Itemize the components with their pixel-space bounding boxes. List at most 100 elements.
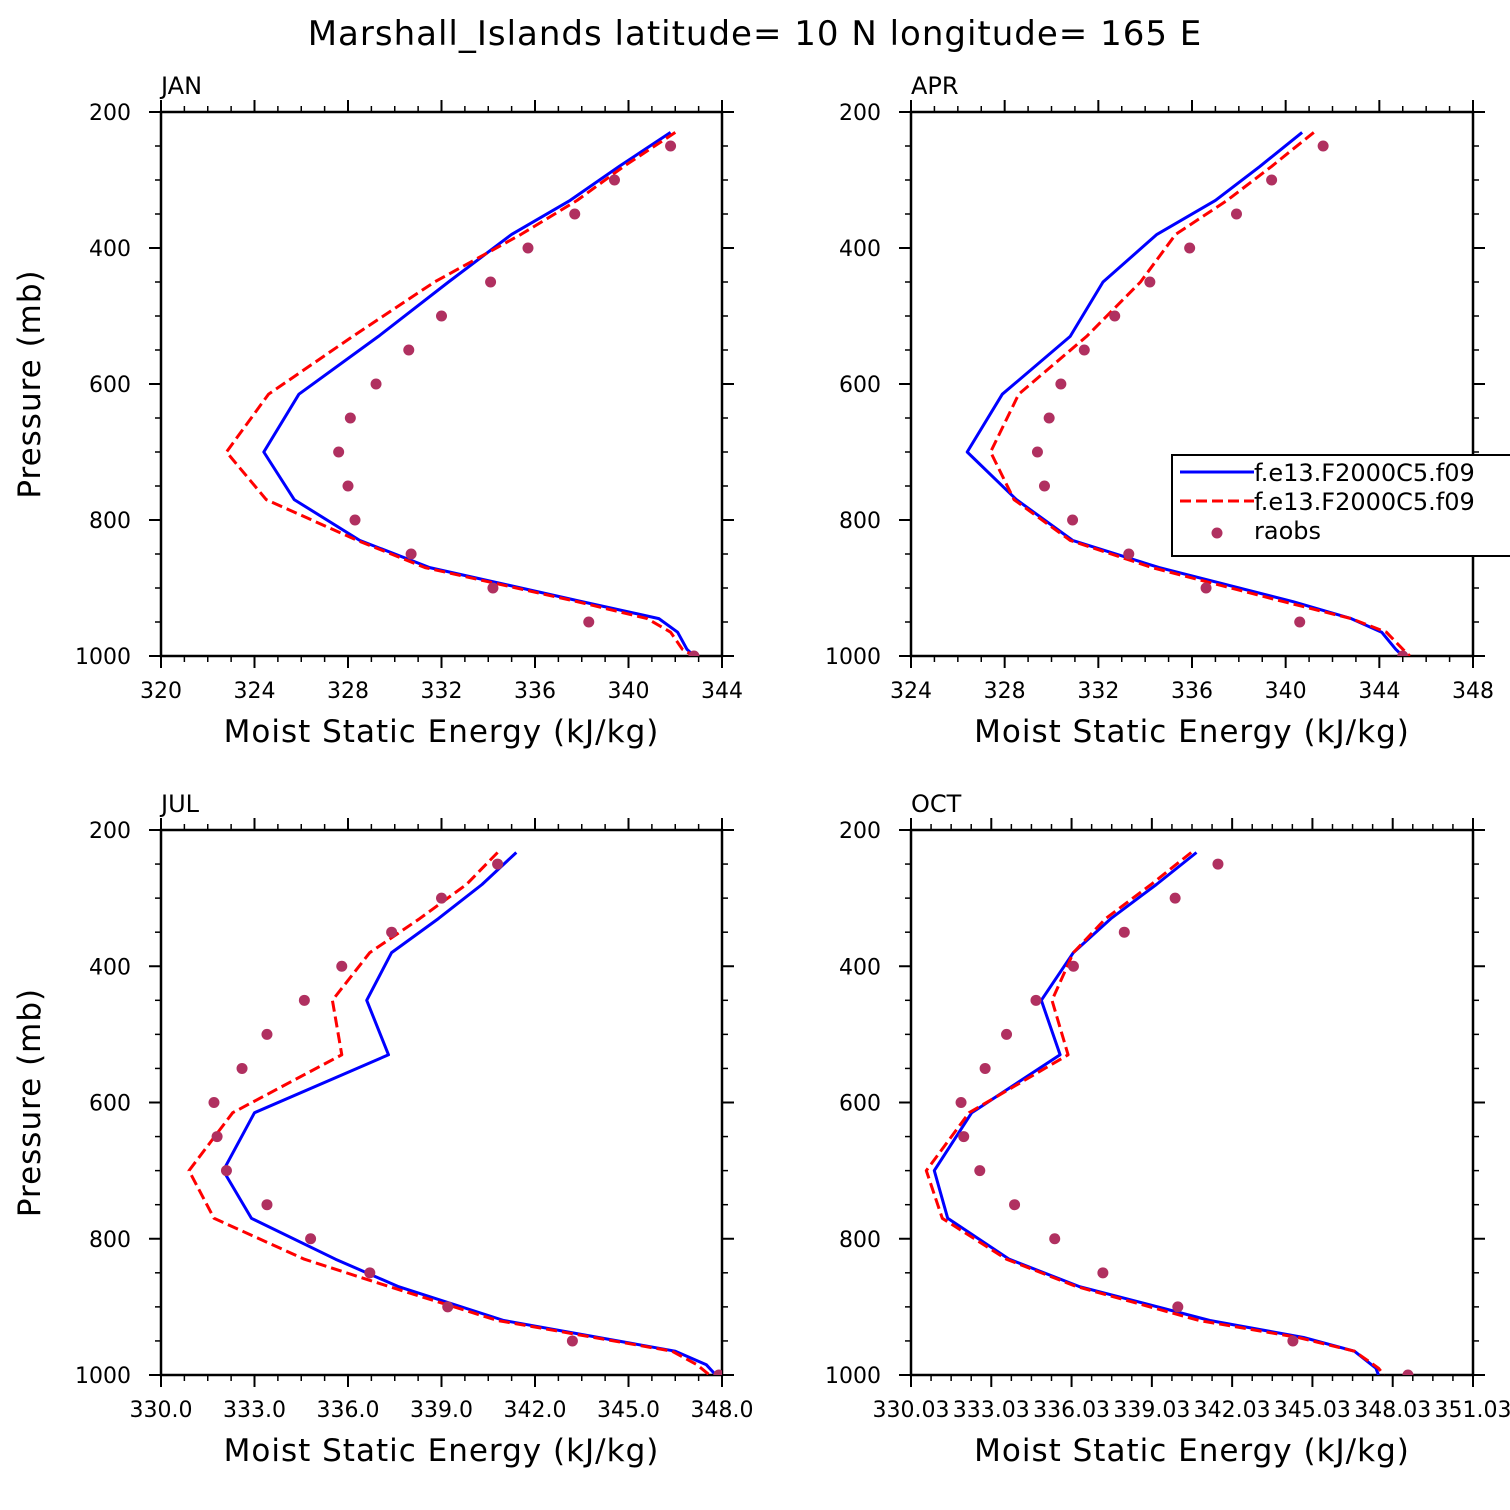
x-tick-label: 340: [1265, 679, 1307, 704]
raobs-point: [1184, 242, 1196, 254]
raobs-point: [955, 1097, 967, 1108]
x-tick-label: 348.0: [691, 1398, 754, 1423]
legend-marker: [1211, 527, 1223, 539]
series-group: [225, 131, 700, 656]
panel-jan: JAN 320 324 328 332 336 340 344 200 400 600 800 1000…: [12, 72, 743, 750]
raobs-point: [1294, 616, 1306, 628]
x-axis-title: Moist Static Energy (kJ/kg): [974, 1433, 1410, 1469]
series-line-solid: [221, 851, 717, 1375]
series-line-dashed: [187, 851, 711, 1375]
panel-jul: JUL 330.0 333.0 336.0 339.0 342.0 345.0 348.0 20…: [12, 790, 753, 1469]
x-tick-label: 320: [140, 679, 182, 704]
raobs-point: [569, 208, 581, 220]
raobs-point: [713, 1369, 722, 1375]
x-tick-label: 344: [701, 679, 743, 704]
y-tick-label: 400: [89, 237, 131, 262]
legend-label: f.e13.F2000C5.f09: [1254, 488, 1475, 516]
x-tick-label: 344: [1358, 679, 1400, 704]
y-tick-label: 200: [839, 101, 881, 126]
x-tick-label: 348: [1452, 679, 1494, 704]
y-tick-label: 1000: [825, 1364, 881, 1389]
series-line-dashed: [989, 131, 1411, 656]
x-tick-label: 330.0: [130, 1398, 193, 1423]
y-tick-label: 1000: [825, 645, 881, 670]
raobs-point: [1200, 582, 1212, 594]
raobs-point: [370, 378, 382, 390]
raobs-point: [1078, 344, 1090, 356]
raobs-point: [1030, 994, 1042, 1006]
y-axis-title: Pressure (mb): [12, 269, 48, 498]
y-tick-label: 600: [89, 373, 131, 398]
y-tick-label: 200: [839, 819, 881, 844]
raobs-point: [336, 960, 348, 972]
raobs-point: [1009, 1199, 1021, 1211]
raobs-point: [485, 276, 497, 288]
x-tick-label: 324: [234, 679, 276, 704]
raobs-point: [436, 892, 447, 904]
x-tick-label: 345.0: [597, 1398, 660, 1423]
raobs-point: [208, 1097, 220, 1108]
plot-frame: [909, 110, 1475, 658]
raobs-point: [1097, 1267, 1109, 1279]
raobs-point: [298, 994, 310, 1006]
raobs-point: [342, 480, 354, 492]
y-tick-label: 400: [839, 237, 881, 262]
legend-label: f.e13.F2000C5.f09: [1254, 459, 1475, 487]
x-axis-title: Moist Static Energy (kJ/kg): [224, 1433, 660, 1469]
y-tick-label: 600: [89, 1092, 131, 1117]
raobs-point: [436, 310, 447, 322]
raobs-point: [1038, 480, 1050, 492]
x-tick-label: 342.0: [504, 1398, 567, 1423]
raobs-point: [442, 1301, 454, 1313]
series-line-solid: [262, 131, 696, 656]
raobs-point: [487, 582, 499, 594]
y-tick-label: 800: [839, 1228, 881, 1253]
x-tick-label: 348.03: [1354, 1398, 1431, 1423]
raobs-point: [1043, 412, 1055, 424]
plot-frame: [159, 110, 724, 658]
y-axis-title: Pressure (mb): [12, 988, 48, 1217]
raobs-point: [1123, 548, 1135, 560]
x-tick-label: 332: [1077, 679, 1119, 704]
x-tick-label: 336.0: [317, 1398, 380, 1423]
series-line-dashed: [225, 131, 695, 656]
series-group: [965, 131, 1411, 656]
y-tick-label: 1000: [75, 645, 131, 670]
raobs-point: [1049, 1233, 1061, 1245]
x-tick-label: 328: [984, 679, 1026, 704]
raobs-point: [1230, 208, 1242, 220]
panel-label: APR: [911, 72, 959, 100]
x-axis-title: Moist Static Energy (kJ/kg): [974, 714, 1410, 750]
x-axis-title: Moist Static Energy (kJ/kg): [224, 714, 660, 750]
panel-label: JUL: [159, 790, 200, 818]
y-tick-label: 800: [839, 509, 881, 534]
x-tick-label: 332: [421, 679, 463, 704]
raobs-point: [1109, 310, 1121, 322]
y-tick-label: 600: [839, 373, 881, 398]
raobs-point: [344, 412, 356, 424]
raobs-point: [492, 858, 504, 870]
raobs-point: [236, 1062, 248, 1074]
panel-apr: APR 324 328 332 336 340 344 348 200 400 600 800 1000…: [825, 72, 1494, 750]
x-tick-label: 336: [1171, 679, 1213, 704]
raobs-point: [211, 1131, 223, 1143]
legend-label: raobs: [1254, 517, 1321, 545]
x-tick-label: 333.03: [953, 1398, 1030, 1423]
raobs-point: [349, 514, 361, 526]
x-tick-label: 328: [327, 679, 369, 704]
raobs-point: [979, 1062, 991, 1074]
raobs-point: [1067, 960, 1079, 972]
y-tick-label: 800: [89, 509, 131, 534]
raobs-point: [1397, 650, 1409, 656]
raobs-point: [688, 650, 700, 656]
raobs-point: [405, 548, 417, 560]
panel-label: OCT: [911, 790, 962, 818]
x-tick-label: 339.03: [1113, 1398, 1190, 1423]
raobs-point: [1055, 378, 1067, 390]
y-tick-label: 1000: [75, 1364, 131, 1389]
raobs-point: [261, 1199, 273, 1211]
raobs-point: [958, 1131, 970, 1143]
raobs-point: [1144, 276, 1156, 288]
